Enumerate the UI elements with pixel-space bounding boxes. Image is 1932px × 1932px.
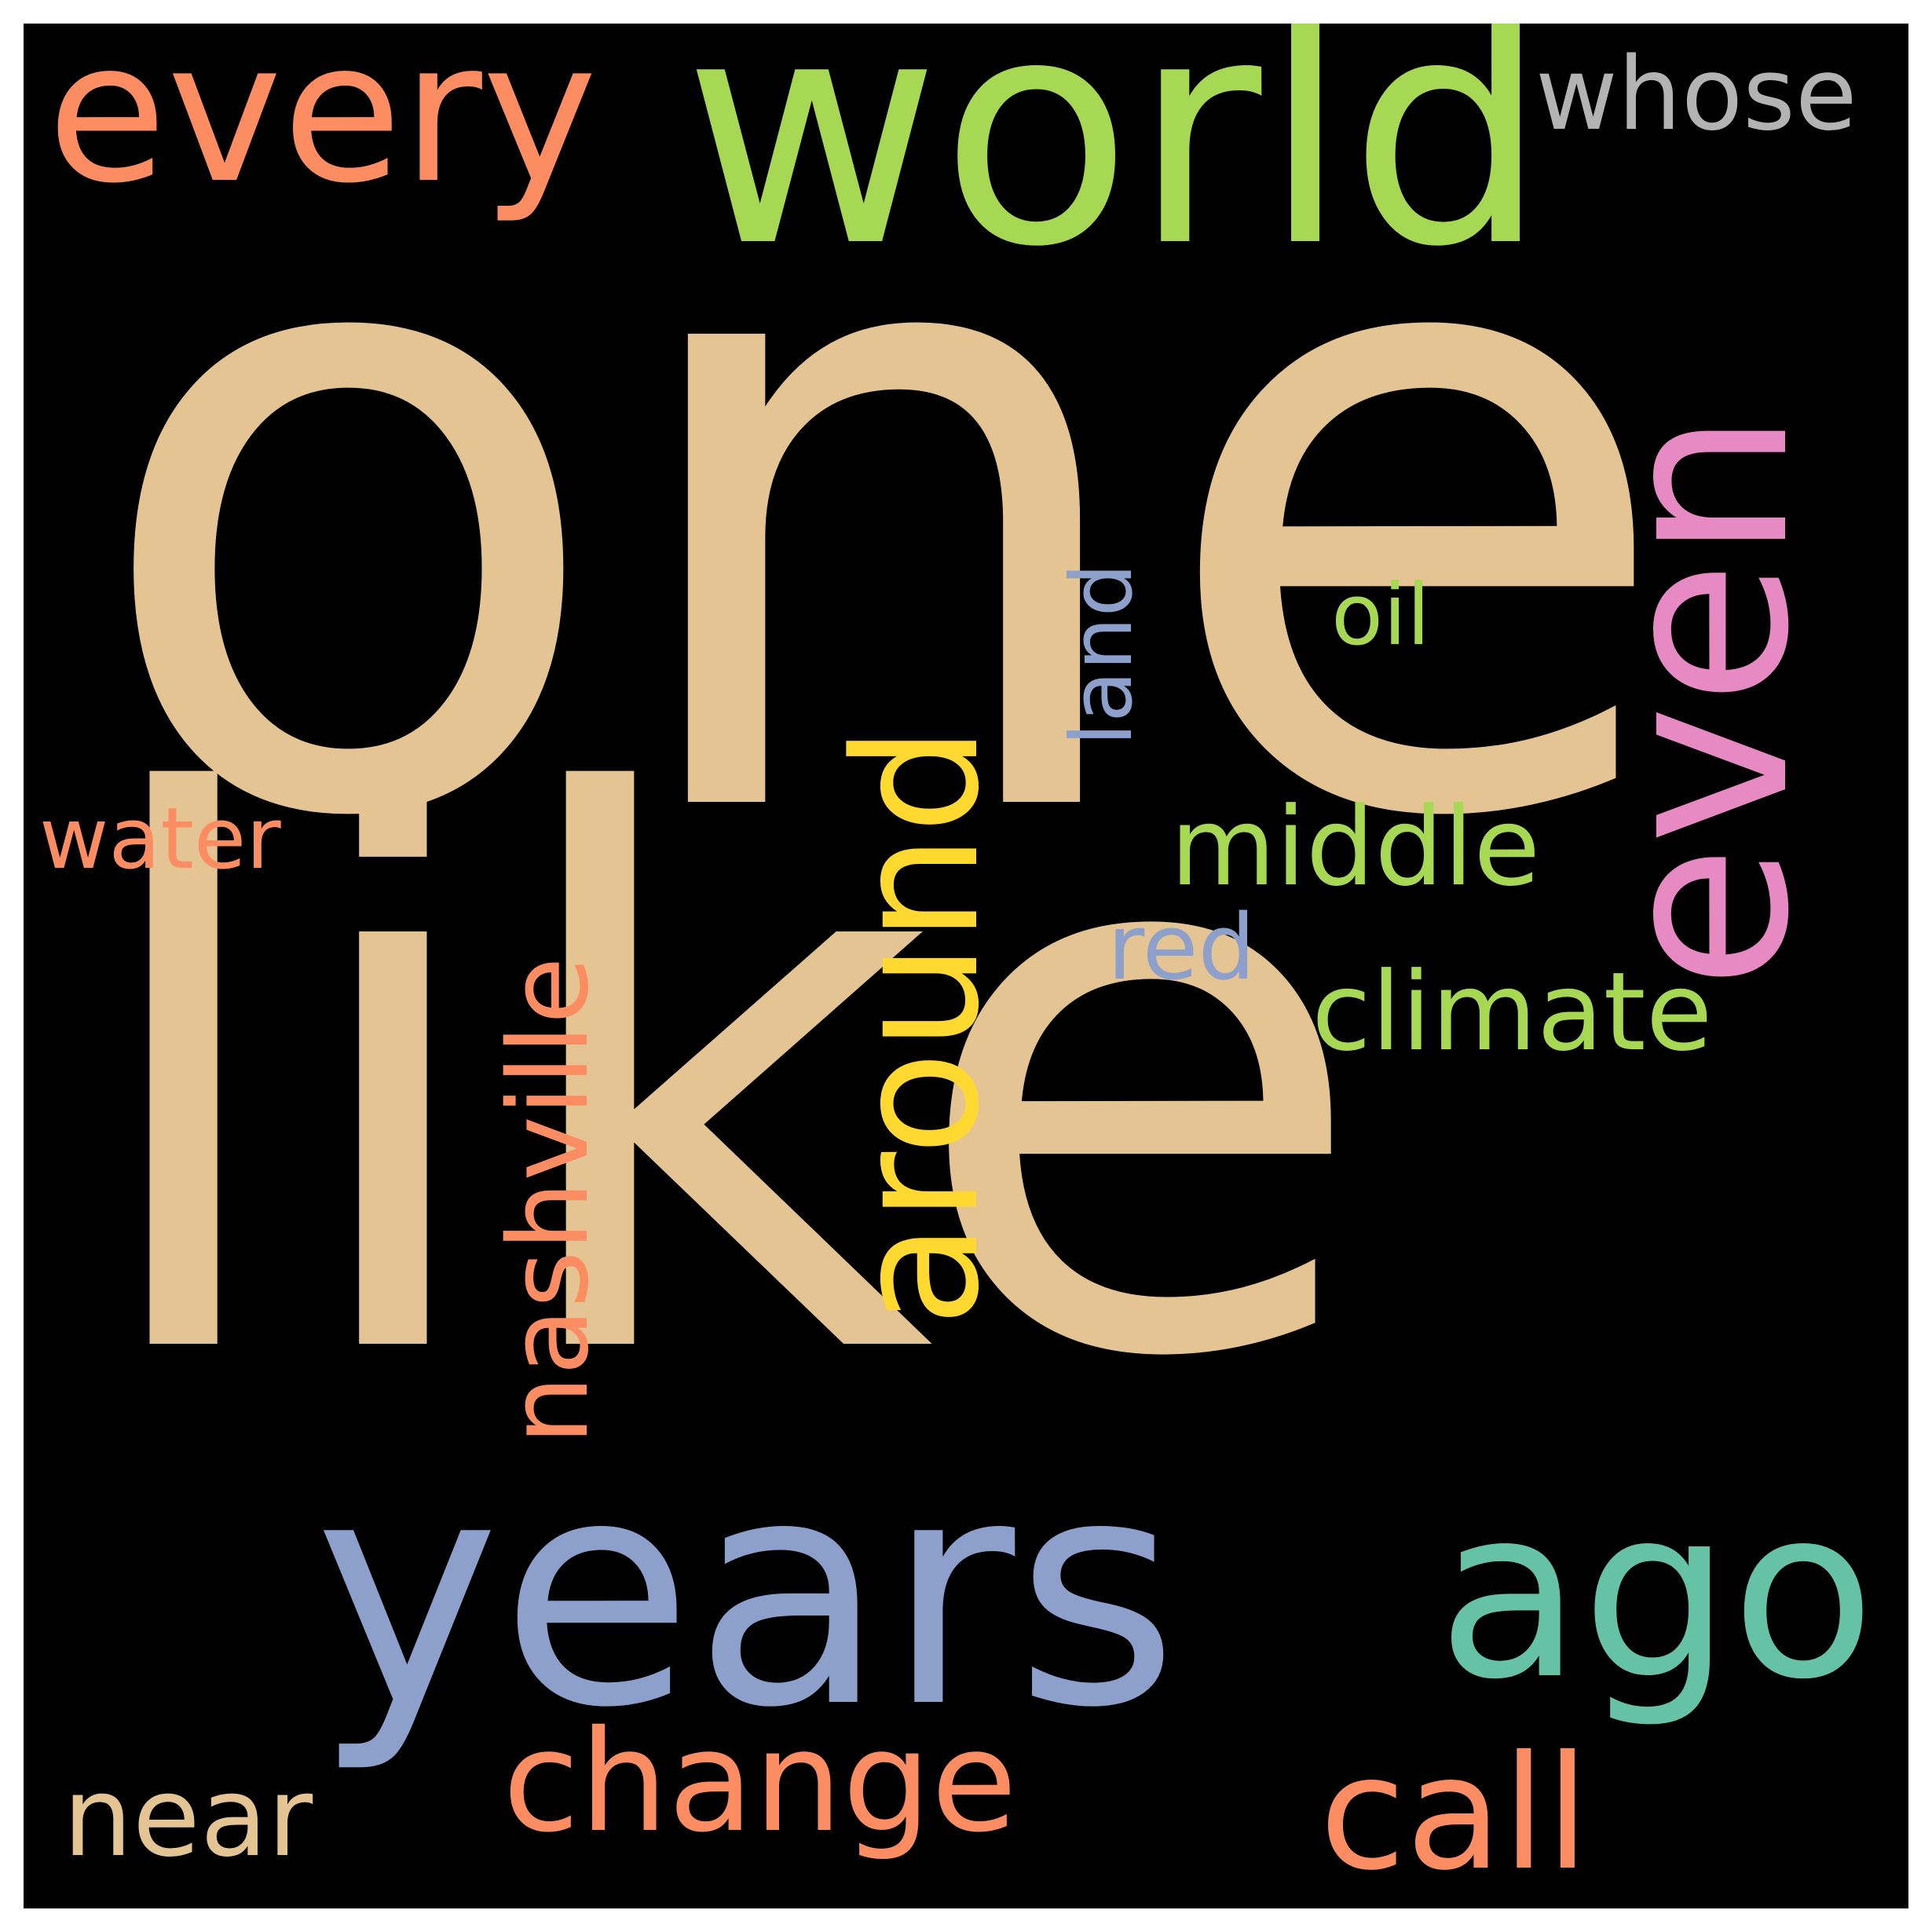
word-change: change (503, 1700, 1018, 1863)
word-one: one (86, 24, 1680, 1004)
word-every: every (47, 24, 598, 226)
word-nashville: nashville (485, 957, 613, 1445)
word-world: world (683, 24, 1549, 316)
word-whose: whose (1535, 36, 1857, 153)
word-climate: climate (1312, 949, 1713, 1075)
word-middle: middle (1170, 784, 1541, 910)
word-red: red (1107, 895, 1256, 1001)
word-around: around (818, 725, 1017, 1327)
word-like: like (79, 645, 1371, 1522)
word-oil: oil (1331, 566, 1431, 664)
word-ago: ago (1437, 1457, 1875, 1731)
word-near: near (63, 1754, 313, 1882)
word-even: even (1567, 411, 1841, 990)
word-land: land (1053, 562, 1151, 746)
word-years: years (314, 1411, 1179, 1776)
word-water: water (39, 790, 281, 888)
word-call: call (1319, 1722, 1590, 1905)
word-cloud: one like world every whose years ago cha… (24, 24, 1908, 1908)
